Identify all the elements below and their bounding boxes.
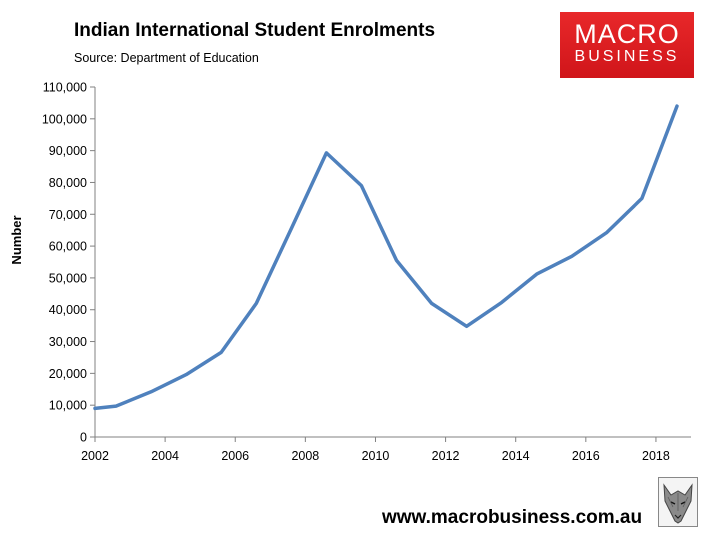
y-tick-label: 90,000 [49,144,87,158]
series-line-0 [93,104,679,411]
wolf-icon [658,477,698,527]
x-tick-label: 2012 [432,449,460,463]
logo-line-1: MACRO [574,19,680,49]
x-tick-label: 2002 [81,449,109,463]
y-tick-label: 30,000 [49,335,87,349]
y-tick-label: 100,000 [42,112,87,126]
y-tick-label: 10,000 [49,399,87,413]
y-tick-label: 40,000 [49,303,87,317]
x-tick-label: 2006 [221,449,249,463]
x-tick-label: 2008 [291,449,319,463]
chart-subtitle: Source: Department of Education [74,51,259,65]
chart-title: Indian International Student Enrolments [74,20,436,41]
y-tick-label: 0 [80,431,87,445]
x-axis-ticks: 2002 2004 2006 2008 2010 2012 2014 2016 2018 [81,437,670,463]
footer-url: www.macrobusiness.com.au [382,507,643,528]
y-axis-label: Number [9,215,24,264]
x-tick-label: 2014 [502,449,530,463]
y-tick-label: 110,000 [43,81,87,95]
y-tick-label: 20,000 [49,367,87,381]
y-tick-label: 80,000 [49,176,87,190]
chart-series [93,104,679,411]
y-tick-label: 50,000 [49,271,87,285]
chart-axes [94,87,691,438]
x-tick-label: 2004 [151,449,179,463]
x-tick-label: 2016 [572,449,600,463]
logo-line-2: BUSINESS [574,48,680,65]
y-axis-ticks: 0 10,000 20,000 30,000 40,000 50,000 60,000 70,… [42,81,95,445]
y-tick-label: 60,000 [49,240,87,254]
x-tick-label: 2010 [362,449,390,463]
x-tick-label: 2018 [642,449,670,463]
y-tick-label: 70,000 [49,208,87,222]
macrobusiness-logo: MACRO BUSINESS [560,12,694,78]
